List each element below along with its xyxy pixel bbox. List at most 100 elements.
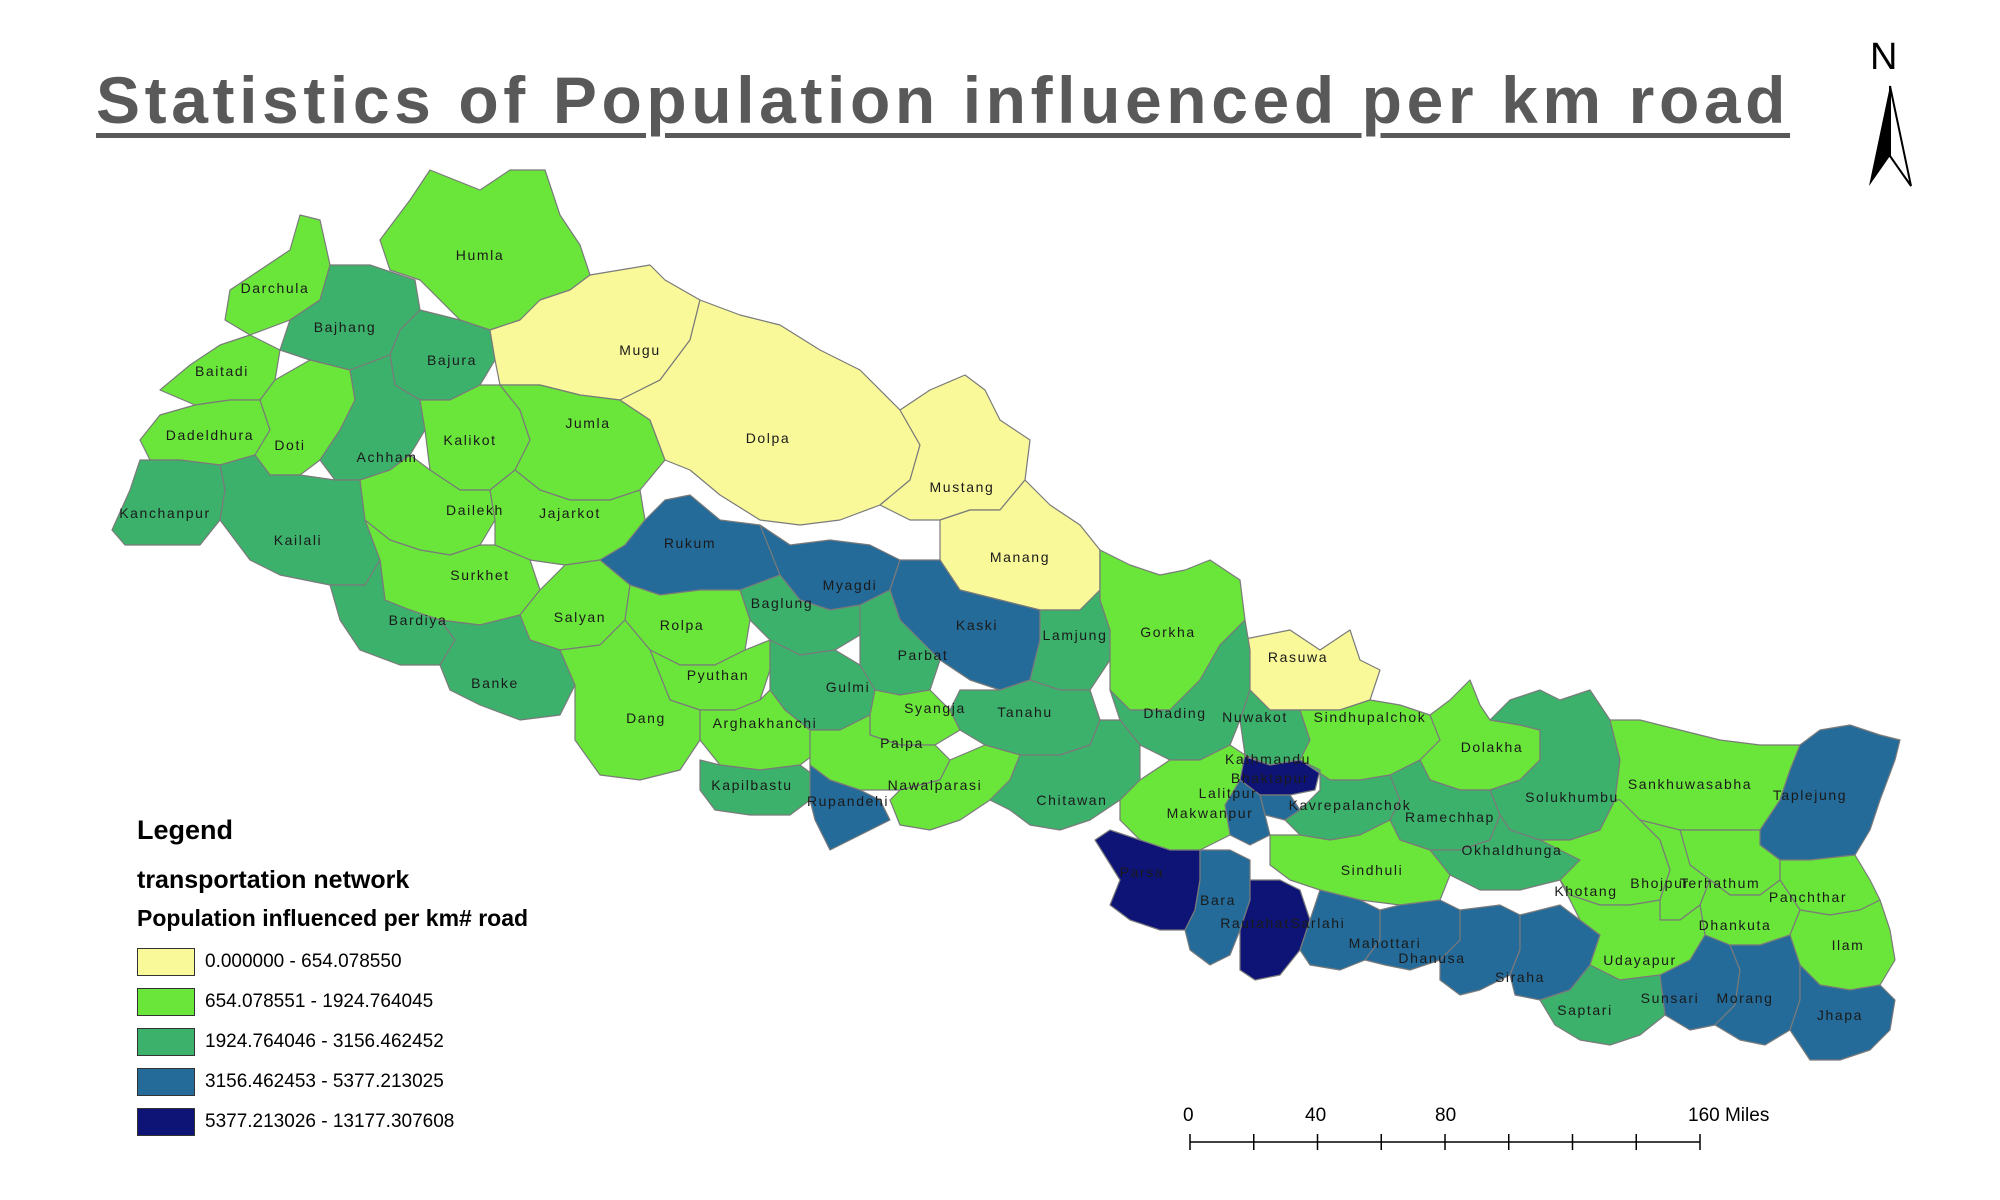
district-label-jumla: Jumla: [565, 415, 610, 431]
district-label-lamjung: Lamjung: [1043, 627, 1108, 643]
district-shapes: [111, 169, 1901, 1061]
legend-class-4: 3156.462453 - 5377.213025: [137, 1062, 697, 1102]
district-label-sindhupalchok: Sindhupalchok: [1314, 709, 1427, 725]
district-label-salyan: Salyan: [554, 609, 606, 625]
district-rasuwa: [1239, 629, 1381, 711]
legend-swatch: [137, 988, 195, 1016]
district-label-dailekh: Dailekh: [446, 502, 504, 518]
district-label-rupandehi: Rupandehi: [807, 793, 889, 809]
district-label-mahottari: Mahottari: [1349, 935, 1422, 951]
district-label-udayapur: Udayapur: [1603, 952, 1677, 968]
legend-class-1: 0.000000 - 654.078550: [137, 942, 697, 982]
district-label-sankhuwasabha: Sankhuwasabha: [1628, 776, 1752, 792]
district-label-manang: Manang: [990, 549, 1050, 565]
district-label-bajura: Bajura: [427, 352, 477, 368]
district-kanchanpur: [111, 459, 226, 546]
district-label-solukhumbu: Solukhumbu: [1525, 789, 1619, 805]
district-label-arghakhanchi: Arghakhanchi: [713, 715, 818, 731]
district-label-bhaktapur: Bhaktapur: [1231, 770, 1309, 786]
district-taplejung: [1759, 724, 1901, 861]
district-label-bara: Bara: [1200, 892, 1236, 908]
district-label-baitadi: Baitadi: [195, 363, 249, 379]
district-label-dang: Dang: [626, 710, 666, 726]
district-label-darchula: Darchula: [241, 280, 310, 296]
district-label-terhathum: Terhathum: [1680, 875, 1761, 891]
district-morang: [1714, 934, 1801, 1046]
district-udayapur: [1559, 879, 1706, 981]
legend-class-label: 1924.764046 - 3156.462452: [205, 1031, 444, 1052]
district-label-kalikot: Kalikot: [443, 432, 496, 448]
district-label-dolpa: Dolpa: [746, 430, 791, 446]
district-label-makwanpur: Makwanpur: [1167, 805, 1254, 821]
district-label-surkhet: Surkhet: [450, 567, 509, 583]
district-label-pyuthan: Pyuthan: [687, 667, 750, 683]
district-label-baglung: Baglung: [751, 595, 814, 611]
legend-class-5: 5377.213026 - 13177.307608: [137, 1102, 697, 1142]
legend-field-name: Population influenced per km# road: [137, 905, 529, 931]
legend-swatch: [137, 948, 195, 976]
scale-label-0: 0: [1183, 1105, 1194, 1126]
district-label-syangja: Syangja: [904, 700, 966, 716]
district-label-bajhang: Bajhang: [314, 319, 377, 335]
legend-heading: Legend: [137, 815, 234, 845]
district-label-panchthar: Panchthar: [1769, 889, 1847, 905]
district-label-nawalparasi: Nawalparasi: [888, 777, 983, 793]
district-label-ilam: Ilam: [1832, 937, 1865, 953]
district-label-siraha: Siraha: [1495, 969, 1545, 985]
district-label-sarlahi: Sarlahi: [1291, 915, 1346, 931]
district-label-doti: Doti: [274, 437, 305, 453]
legend-class-label: 3156.462453 - 5377.213025: [205, 1071, 444, 1092]
district-label-chitawan: Chitawan: [1036, 792, 1107, 808]
district-label-kanchanpur: Kanchanpur: [119, 505, 211, 521]
legend-class-label: 5377.213026 - 13177.307608: [205, 1111, 455, 1132]
district-makwanpur: [1119, 744, 1246, 851]
district-label-dhading: Dhading: [1143, 705, 1206, 721]
legend-layer-name: transportation network: [137, 866, 410, 894]
scale-label-160: 160 Miles: [1688, 1105, 1770, 1126]
map-title: Statistics of Population influenced per …: [96, 63, 1791, 137]
legend-class-3: 1924.764046 - 3156.462452: [137, 1022, 697, 1062]
district-label-ramechhap: Ramechhap: [1405, 809, 1495, 825]
scale-label-40: 40: [1305, 1105, 1327, 1126]
district-label-palpa: Palpa: [880, 735, 924, 751]
district-label-kapilbastu: Kapilbastu: [711, 777, 792, 793]
district-label-banke: Banke: [471, 675, 519, 691]
district-label-parbat: Parbat: [898, 647, 949, 663]
district-label-morang: Morang: [1716, 990, 1773, 1006]
district-saptari: [1539, 964, 1666, 1046]
legend-class-label: 654.078551 - 1924.764045: [205, 991, 434, 1012]
district-label-dhankuta: Dhankuta: [1699, 917, 1772, 933]
district-label-bardiya: Bardiya: [389, 612, 448, 628]
district-label-sindhuli: Sindhuli: [1341, 862, 1404, 878]
district-label-jajarkot: Jajarkot: [539, 505, 601, 521]
district-label-taplejung: Taplejung: [1773, 787, 1847, 803]
district-label-dolakha: Dolakha: [1461, 739, 1524, 755]
district-label-khotang: Khotang: [1554, 883, 1617, 899]
district-label-parsa: Parsa: [1120, 864, 1165, 880]
district-label-gulmi: Gulmi: [826, 679, 871, 695]
district-rautahat: [1239, 879, 1311, 981]
district-label-dadeldhura: Dadeldhura: [166, 427, 254, 443]
district-label-bhojpur: Bhojpur: [1630, 875, 1689, 891]
district-label-kailali: Kailali: [274, 532, 323, 548]
scale-bar: [1189, 1134, 1701, 1150]
district-sindhuli: [1269, 819, 1451, 906]
district-label-rautahat: Rautahat: [1220, 915, 1290, 931]
scale-label-80: 80: [1435, 1105, 1457, 1126]
district-label-nuwakot: Nuwakot: [1222, 709, 1288, 725]
district-labels: Humla Darchula Bajhang Bajura Mugu Baitadi Dad…: [119, 247, 1865, 1023]
legend-class-2: 654.078551 - 1924.764045: [137, 982, 697, 1022]
legend-class-label: 0.000000 - 654.078550: [205, 951, 402, 972]
district-label-saptari: Saptari: [1557, 1002, 1613, 1018]
legend-swatch: [137, 1108, 195, 1136]
legend-swatch: [137, 1068, 195, 1096]
legend: Legend transportation network Population…: [137, 815, 697, 1142]
north-label: N: [1870, 36, 1898, 78]
district-rupandehi: [809, 764, 891, 851]
district-label-rolpa: Rolpa: [660, 617, 705, 633]
district-label-mustang: Mustang: [930, 479, 995, 495]
district-jhapa: [1789, 964, 1896, 1061]
district-label-myagdi: Myagdi: [823, 577, 878, 593]
district-label-kathmandu: Kathmandu: [1225, 751, 1311, 767]
